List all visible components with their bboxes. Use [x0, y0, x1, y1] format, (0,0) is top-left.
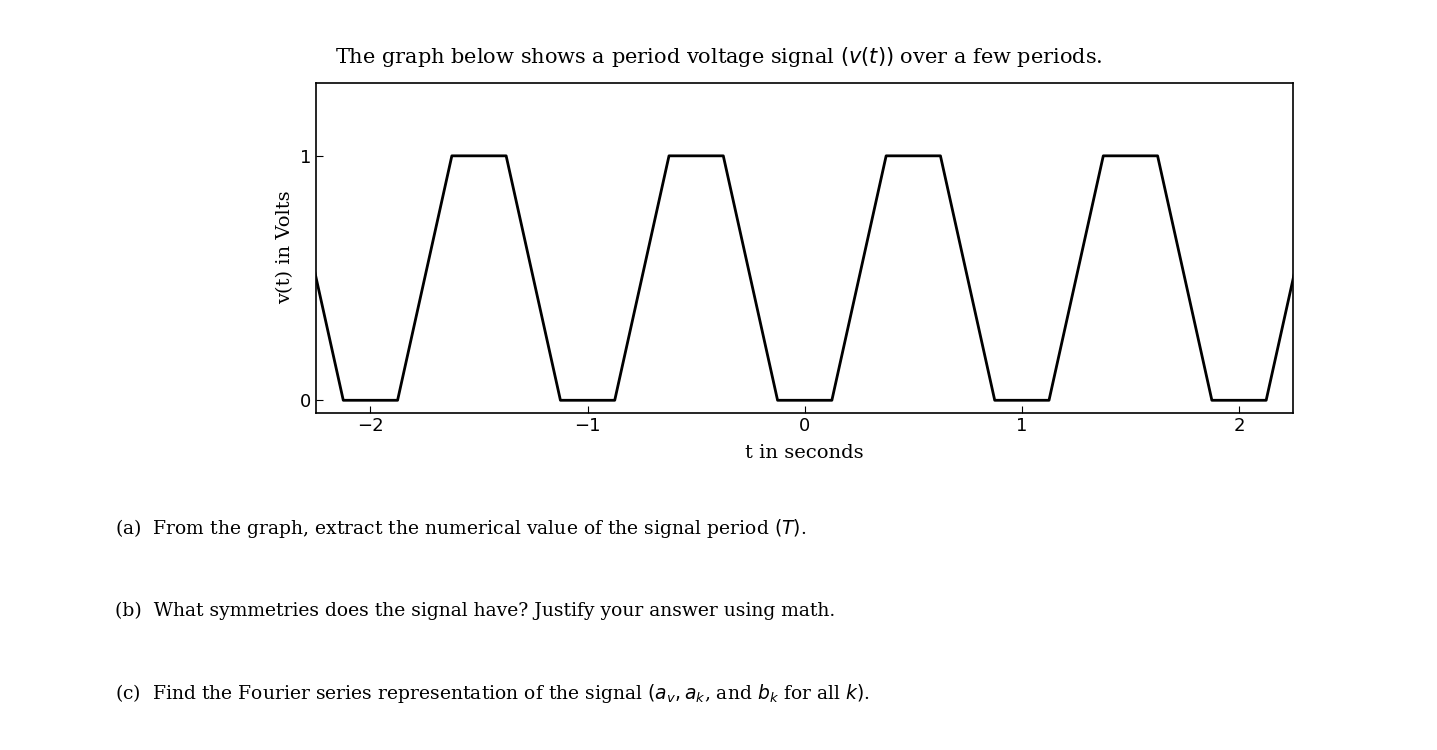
Text: (c)  Find the Fourier series representation of the signal $(a_v, a_k$, and $b_k$: (c) Find the Fourier series representati… — [115, 682, 869, 705]
Y-axis label: v(t) in Volts: v(t) in Volts — [276, 190, 295, 304]
Text: (b)  What symmetries does the signal have? Justify your answer using math.: (b) What symmetries does the signal have… — [115, 602, 835, 620]
Text: The graph below shows a period voltage signal $(v(t))$ over a few periods.: The graph below shows a period voltage s… — [335, 45, 1102, 69]
X-axis label: t in seconds: t in seconds — [746, 444, 864, 462]
Text: (a)  From the graph, extract the numerical value of the signal period $(T)$.: (a) From the graph, extract the numerica… — [115, 518, 806, 540]
